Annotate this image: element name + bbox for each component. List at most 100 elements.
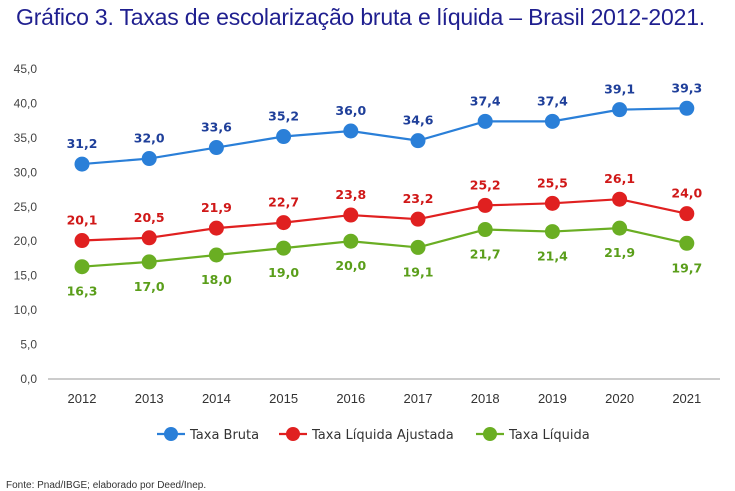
y-tick-label: 25,0 xyxy=(14,200,38,214)
x-tick-label: 2018 xyxy=(471,391,500,406)
series-1: 31,2 32,0 33,6 35,2 36,0 34,6 37,4 37,4 39,1 39,3 xyxy=(67,80,702,172)
data-point xyxy=(141,254,157,270)
data-label: 35,2 xyxy=(268,109,299,124)
data-point xyxy=(410,211,426,227)
legend-label: Taxa Líquida Ajustada xyxy=(311,428,454,443)
data-label: 19,1 xyxy=(403,264,434,279)
series-3: 16,3 17,0 18,0 19,0 20,0 19,1 21,7 21,4 21,9 19,7 xyxy=(67,220,702,299)
series-line xyxy=(81,198,688,242)
x-tick-label: 2020 xyxy=(605,391,634,406)
data-point xyxy=(679,100,695,116)
chart-axes: 0,0 5,0 10,0 15,0 20,0 25,0 30,0 35,0 40,0 45,0 20… xyxy=(14,62,720,406)
legend-item: Taxa Bruta xyxy=(157,427,259,443)
legend-item: Taxa Líquida Ajustada xyxy=(279,427,454,443)
data-label: 37,4 xyxy=(470,93,501,108)
data-point xyxy=(477,197,493,213)
legend-marker xyxy=(286,427,300,441)
y-tick-label: 40,0 xyxy=(14,96,38,110)
y-tick-label: 45,0 xyxy=(14,62,38,76)
data-label: 23,8 xyxy=(335,187,366,202)
data-point xyxy=(410,239,426,255)
data-label: 21,9 xyxy=(201,200,232,215)
x-tick-label: 2017 xyxy=(404,391,433,406)
data-label: 25,2 xyxy=(470,177,501,192)
data-label: 21,7 xyxy=(470,247,501,262)
data-point xyxy=(477,222,493,238)
data-point xyxy=(74,259,90,275)
x-tick-label: 2015 xyxy=(269,391,298,406)
data-point xyxy=(208,140,224,156)
y-tick-label: 20,0 xyxy=(14,234,38,248)
series-line xyxy=(81,107,687,166)
y-tick-label: 15,0 xyxy=(14,269,38,283)
data-point xyxy=(679,235,695,251)
data-point xyxy=(679,206,695,222)
y-tick-label: 35,0 xyxy=(14,131,38,145)
series-2: 20,1 20,5 21,9 22,7 23,8 23,2 25,2 25,5 26,1 24,0 xyxy=(67,171,703,249)
data-point xyxy=(141,230,157,246)
data-point xyxy=(208,220,224,236)
data-label: 24,0 xyxy=(671,186,702,201)
data-point xyxy=(276,129,292,145)
source-note: Fonte: Pnad/IBGE; elaborado por Deed/Ine… xyxy=(6,480,207,491)
data-label: 33,6 xyxy=(201,120,232,135)
data-label: 26,1 xyxy=(604,171,635,186)
data-label: 37,4 xyxy=(537,93,568,108)
data-point xyxy=(276,215,292,231)
legend-marker xyxy=(164,427,178,441)
legend-label: Taxa Bruta xyxy=(189,428,259,443)
data-point xyxy=(544,113,560,129)
data-point xyxy=(208,247,224,263)
data-label: 21,9 xyxy=(604,245,635,260)
y-tick-label: 10,0 xyxy=(14,303,38,317)
legend-marker xyxy=(483,427,497,441)
legend-item: Taxa Líquida xyxy=(476,427,590,443)
legend-label: Taxa Líquida xyxy=(508,428,590,443)
data-point xyxy=(612,191,628,207)
data-label: 31,2 xyxy=(67,136,98,151)
data-point xyxy=(343,123,359,139)
x-tick-label: 2014 xyxy=(202,391,231,406)
data-point xyxy=(276,240,292,256)
y-tick-label: 0,0 xyxy=(20,372,37,386)
x-tick-label: 2012 xyxy=(68,391,97,406)
x-tick-label: 2019 xyxy=(538,391,567,406)
data-label: 32,0 xyxy=(134,131,165,146)
data-label: 19,0 xyxy=(268,265,299,280)
data-label: 18,0 xyxy=(201,272,232,287)
data-label: 20,5 xyxy=(134,210,165,225)
data-label: 20,1 xyxy=(67,213,98,228)
data-point xyxy=(612,220,628,236)
data-label: 22,7 xyxy=(268,195,299,210)
x-tick-label: 2013 xyxy=(135,391,164,406)
data-point xyxy=(410,133,426,149)
data-label: 19,7 xyxy=(671,260,702,275)
data-point xyxy=(343,207,359,223)
data-point xyxy=(477,113,493,129)
chart-series: 31,2 32,0 33,6 35,2 36,0 34,6 37,4 37,4 39,1 39,3… xyxy=(67,80,703,298)
data-label: 23,2 xyxy=(403,191,434,206)
chart-legend: Taxa Bruta Taxa Líquida Ajustada Taxa Líqu… xyxy=(157,427,590,443)
data-point xyxy=(74,233,90,249)
data-label: 36,0 xyxy=(335,103,366,118)
data-label: 39,3 xyxy=(671,80,702,95)
y-tick-label: 30,0 xyxy=(14,165,38,179)
x-tick-label: 2021 xyxy=(672,391,701,406)
x-tick-label: 2016 xyxy=(336,391,365,406)
data-point xyxy=(141,151,157,167)
data-label: 39,1 xyxy=(604,82,635,97)
data-point xyxy=(74,156,90,172)
data-point xyxy=(544,195,560,211)
data-label: 20,0 xyxy=(335,258,366,273)
data-point xyxy=(544,224,560,240)
data-label: 16,3 xyxy=(67,284,98,299)
y-tick-label: 5,0 xyxy=(20,338,37,352)
chart-title: Gráfico 3. Taxas de escolarização bruta … xyxy=(16,4,705,30)
series-line xyxy=(81,227,688,268)
data-label: 25,5 xyxy=(537,175,568,190)
data-point xyxy=(343,233,359,249)
data-point xyxy=(612,102,628,118)
data-label: 21,4 xyxy=(537,249,568,264)
data-label: 17,0 xyxy=(134,279,165,294)
